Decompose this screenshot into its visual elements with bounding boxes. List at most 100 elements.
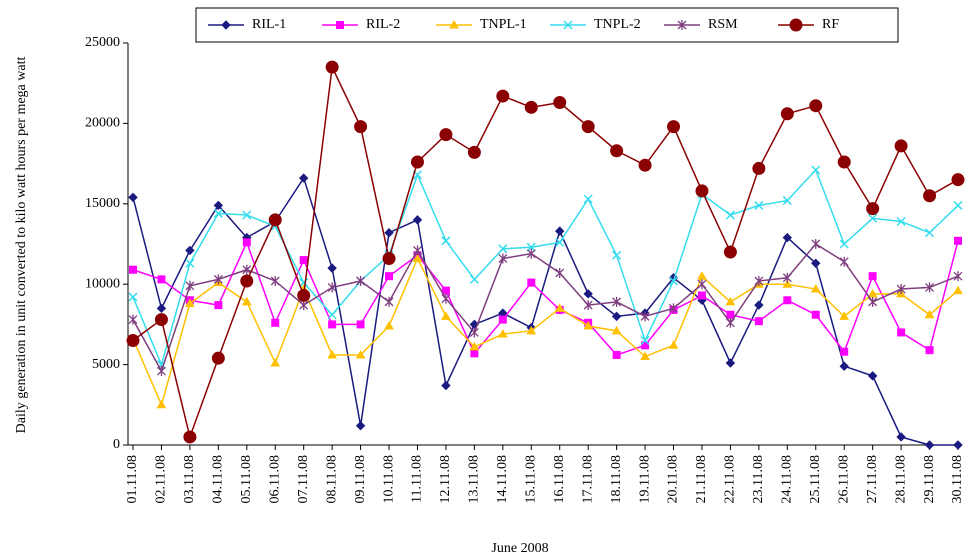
marker: [185, 298, 195, 307]
x-tick-label: 15.11.08: [523, 455, 538, 503]
marker: [325, 60, 339, 74]
marker: [214, 301, 223, 310]
marker: [441, 311, 451, 320]
marker: [924, 309, 935, 319]
marker: [270, 357, 281, 367]
marker: [951, 173, 965, 187]
marker: [555, 226, 565, 236]
marker: [811, 310, 820, 319]
marker: [469, 341, 480, 351]
marker: [413, 245, 422, 256]
x-tick-label: 12.11.08: [438, 455, 453, 503]
marker: [866, 202, 880, 216]
marker: [242, 238, 251, 247]
legend-box: [195, 7, 899, 43]
marker: [868, 272, 877, 281]
x-tick-label: 24.11.08: [780, 455, 795, 503]
marker: [954, 236, 962, 245]
marker: [581, 120, 595, 134]
marker: [867, 371, 878, 381]
x-tick-label: 04.11.08: [211, 455, 226, 503]
x-tick-label: 07.11.08: [296, 455, 311, 503]
y-tick-label: 15000: [85, 196, 120, 211]
marker: [810, 284, 821, 293]
marker: [156, 303, 167, 314]
marker: [839, 311, 850, 320]
marker: [441, 293, 451, 304]
marker: [242, 264, 252, 275]
marker: [953, 285, 963, 295]
marker: [725, 296, 736, 306]
marker: [336, 21, 344, 29]
marker: [154, 313, 168, 327]
marker: [469, 274, 479, 284]
marker: [327, 310, 337, 320]
y-tick-label: 5000: [92, 357, 120, 372]
y-axis-label: Daily generation in unit converted to ki…: [14, 57, 29, 434]
marker: [782, 279, 793, 288]
x-tick-label: 05.11.08: [239, 455, 254, 503]
marker: [925, 346, 934, 355]
series: [126, 60, 965, 444]
marker: [925, 282, 935, 293]
marker: [723, 245, 737, 259]
marker: [157, 275, 166, 284]
marker: [384, 228, 394, 238]
marker: [185, 258, 195, 268]
marker: [128, 292, 138, 302]
marker: [128, 314, 138, 325]
marker: [677, 20, 687, 30]
marker: [583, 194, 593, 204]
marker: [752, 161, 766, 175]
marker: [953, 440, 963, 450]
marker: [611, 311, 622, 322]
x-tick-label: 19.11.08: [637, 455, 652, 503]
marker: [668, 276, 679, 286]
marker: [213, 208, 223, 218]
marker: [583, 321, 594, 330]
marker: [441, 380, 451, 391]
marker: [640, 351, 650, 361]
marker: [126, 333, 140, 347]
legend-label: TNPL-1: [480, 17, 527, 32]
legend-label: RF: [822, 17, 839, 32]
y-tick-label: 25000: [85, 35, 120, 50]
marker: [527, 278, 536, 287]
marker: [754, 300, 764, 310]
marker: [668, 340, 679, 349]
marker: [412, 215, 423, 225]
x-tick-label: 09.11.08: [353, 455, 368, 503]
marker: [327, 349, 337, 359]
marker: [221, 20, 231, 30]
marker: [868, 296, 878, 307]
marker: [384, 296, 394, 307]
x-tick-label: 21.11.08: [694, 455, 709, 503]
y-tick-label: 10000: [85, 276, 120, 291]
marker: [354, 120, 368, 134]
marker: [526, 242, 536, 252]
marker: [782, 272, 792, 283]
x-axis-label: June 2008: [491, 541, 548, 556]
marker: [497, 329, 508, 338]
marker: [241, 296, 252, 306]
marker: [923, 189, 937, 203]
legend-label: RIL-2: [366, 17, 400, 32]
legend-label: TNPL-2: [594, 17, 641, 32]
marker: [667, 120, 681, 134]
series-line: [132, 256, 959, 408]
legend-label: RSM: [708, 17, 738, 32]
marker: [896, 216, 906, 227]
marker: [612, 350, 621, 359]
marker: [384, 321, 394, 330]
marker: [583, 300, 593, 311]
marker: [355, 420, 366, 431]
marker: [128, 192, 138, 203]
x-tick-label: 18.11.08: [609, 455, 624, 503]
marker: [725, 358, 736, 368]
marker: [953, 200, 963, 210]
marker: [725, 317, 735, 328]
marker: [412, 253, 423, 262]
x-tick-label: 16.11.08: [552, 455, 567, 503]
marker: [439, 128, 453, 142]
